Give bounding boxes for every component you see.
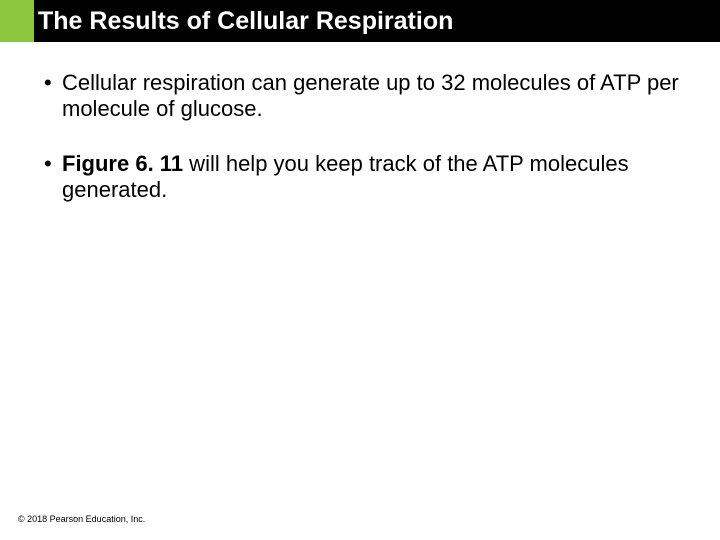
bullet-marker: • (44, 151, 62, 177)
bullet-item: •Figure 6. 11 will help you keep track o… (44, 151, 680, 204)
bullet-text: Cellular respiration can generate up to … (62, 70, 680, 123)
slide: The Results of Cellular Respiration •Cel… (0, 0, 720, 540)
bullet-text: Figure 6. 11 will help you keep track of… (62, 151, 680, 204)
slide-body: •Cellular respiration can generate up to… (44, 70, 680, 204)
bullet-marker: • (44, 70, 62, 96)
copyright-footer: © 2018 Pearson Education, Inc. (18, 514, 145, 524)
header-bar: The Results of Cellular Respiration (0, 0, 720, 42)
slide-title: The Results of Cellular Respiration (38, 7, 453, 36)
text-run: Cellular respiration can generate up to … (62, 70, 679, 121)
bullet-item: •Cellular respiration can generate up to… (44, 70, 680, 123)
header-accent (0, 0, 34, 42)
header-title-block: The Results of Cellular Respiration (34, 0, 720, 42)
text-run: Figure 6. 11 (62, 151, 183, 176)
